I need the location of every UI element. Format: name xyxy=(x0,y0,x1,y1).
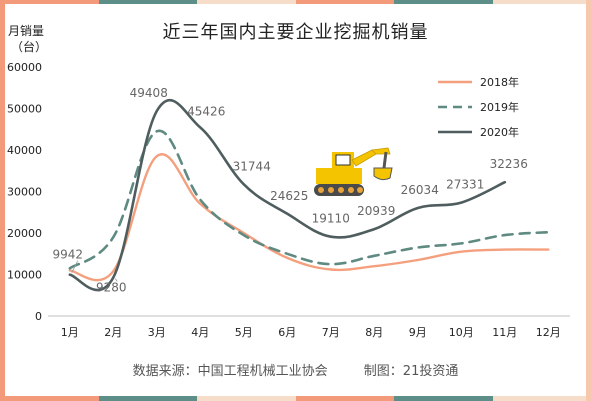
x-tick-label: 12月 xyxy=(536,326,561,339)
legend-label: 2019年 xyxy=(480,100,519,114)
credit-text: 制图：21投资通 xyxy=(363,364,459,379)
y-tick-label: 40000 xyxy=(7,144,42,157)
x-tick-label: 1月 xyxy=(61,326,79,339)
x-tick-label: 9月 xyxy=(409,326,427,339)
x-tick-label: 7月 xyxy=(322,326,340,339)
x-tick-label: 2月 xyxy=(104,326,122,339)
top-bar-segment xyxy=(0,0,99,4)
excavator-icon xyxy=(314,147,393,196)
data-label: 31744 xyxy=(233,159,271,173)
legend-label: 2018年 xyxy=(480,75,519,89)
top-bar-segment xyxy=(492,0,591,4)
y-tick-label: 20000 xyxy=(7,227,42,240)
x-tick-label: 6月 xyxy=(278,326,296,339)
bottom-border-bar xyxy=(0,396,591,401)
leader-line xyxy=(71,260,79,273)
data-label: 19110 xyxy=(312,212,350,226)
series-line-2019年 xyxy=(68,129,550,270)
top-bar-segment xyxy=(394,0,493,4)
top-bar-segment xyxy=(98,0,197,4)
y-tick-label: 0 xyxy=(35,310,42,323)
chart-title: 近三年国内主要企业挖掘机销量 xyxy=(162,22,429,43)
data-label: 49408 xyxy=(130,86,168,100)
y-axis-label-line1: 月销量 xyxy=(8,24,45,38)
x-tick-label: 5月 xyxy=(235,326,253,339)
data-label: 26034 xyxy=(401,183,439,197)
top-border-bar xyxy=(0,0,591,4)
top-bar-segment xyxy=(197,0,296,4)
left-border-bar xyxy=(0,0,5,401)
data-label: 27331 xyxy=(446,178,484,192)
data-label: 45426 xyxy=(187,104,225,118)
x-tick-label: 8月 xyxy=(365,326,383,339)
bottom-bar-segment xyxy=(394,396,493,401)
data-label: 9280 xyxy=(96,280,127,294)
series-line-2018年 xyxy=(68,153,550,282)
source-note: 数据来源：中国工程机械工业协会 制图：21投资通 xyxy=(0,360,591,379)
bottom-bar-segment xyxy=(492,396,591,401)
source-text: 数据来源：中国工程机械工业协会 xyxy=(132,364,328,379)
data-label: 20939 xyxy=(357,204,395,218)
data-label: 24625 xyxy=(270,189,308,203)
bottom-bar-segment xyxy=(295,396,394,401)
data-label: 32236 xyxy=(490,157,528,171)
y-tick-label: 60000 xyxy=(7,61,42,74)
bottom-bar-segment xyxy=(197,396,296,401)
x-tick-label: 3月 xyxy=(148,326,166,339)
bottom-bar-segment xyxy=(0,396,99,401)
legend-label: 2020年 xyxy=(480,125,519,139)
y-tick-label: 30000 xyxy=(7,186,42,199)
x-tick-label: 11月 xyxy=(492,326,517,339)
top-bar-segment xyxy=(295,0,394,4)
y-axis-label-line2: （台） xyxy=(11,40,48,54)
x-tick-label: 4月 xyxy=(191,326,209,339)
y-tick-label: 10000 xyxy=(7,269,42,282)
series-line-2020年 xyxy=(68,98,507,292)
data-label: 9942 xyxy=(52,248,83,262)
y-tick-label: 50000 xyxy=(7,103,42,116)
right-border-bar xyxy=(586,0,591,401)
bottom-bar-segment xyxy=(98,396,197,401)
leader-line xyxy=(114,278,118,282)
x-tick-label: 10月 xyxy=(449,326,474,339)
